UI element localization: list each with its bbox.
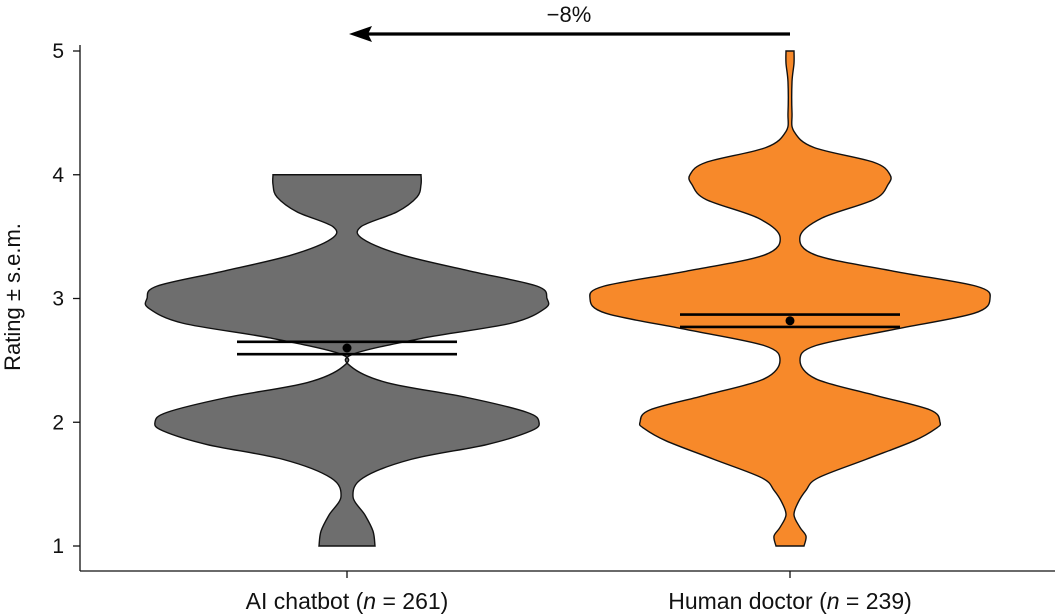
category-name: AI chatbot ( xyxy=(246,588,364,614)
y-tick-label: 3 xyxy=(52,288,64,311)
category-n-value: = 261) xyxy=(376,588,448,614)
category-n-value: = 239) xyxy=(840,588,912,614)
mean-point xyxy=(785,316,795,326)
annotation-label: −8% xyxy=(547,2,592,27)
mean-point xyxy=(342,343,352,353)
y-tick-label: 4 xyxy=(52,164,64,187)
x-categories: AI chatbot (n = 261) Human doctor (n = 23… xyxy=(246,571,912,614)
x-category-label: AI chatbot (n = 261) xyxy=(246,588,449,614)
x-category-label: Human doctor (n = 239) xyxy=(668,588,912,614)
violin-shape xyxy=(144,174,550,547)
y-ticks: 1 2 3 4 5 xyxy=(52,40,80,558)
sem-bars-layer xyxy=(237,313,900,356)
violin-shape xyxy=(589,50,991,547)
y-axis-label: Rating ± s.e.m. xyxy=(0,223,25,371)
violins-layer xyxy=(144,50,991,547)
category-n-symbol: n xyxy=(827,588,840,614)
y-tick-label: 2 xyxy=(52,411,64,434)
category-n-symbol: n xyxy=(363,588,376,614)
y-tick-label: 1 xyxy=(52,535,64,558)
axes-layer xyxy=(79,45,1055,572)
annotation-arrow-head xyxy=(349,26,372,42)
change-annotation: −8% xyxy=(349,2,790,42)
y-tick-label: 5 xyxy=(52,40,64,63)
category-name: Human doctor ( xyxy=(668,588,827,614)
